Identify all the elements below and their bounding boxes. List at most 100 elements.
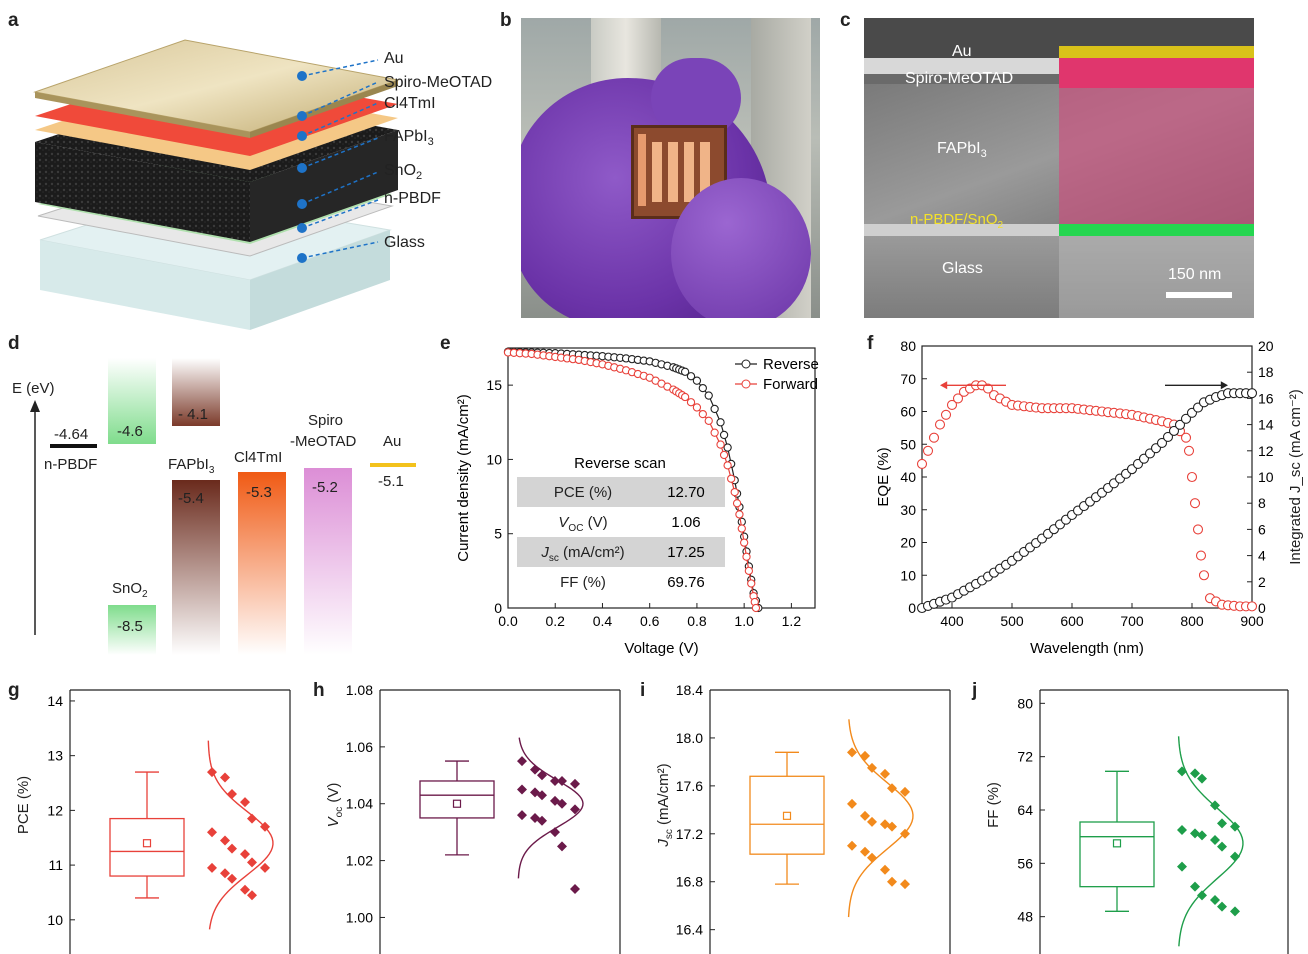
data-point <box>1230 851 1240 862</box>
panel-label-i: i <box>640 680 646 701</box>
data-point-forward <box>732 499 742 508</box>
data-point-reverse <box>737 517 746 526</box>
eqe-point <box>946 399 958 410</box>
data-point <box>1217 818 1227 829</box>
layer-label-au: Au <box>384 50 404 67</box>
y-axis-label: FF (%) <box>985 782 1002 828</box>
eqe-point <box>1189 498 1201 509</box>
scale-bar <box>1166 292 1232 298</box>
data-point <box>1190 881 1200 892</box>
data-point-forward <box>723 461 732 470</box>
data-point <box>207 827 217 838</box>
data-point <box>227 843 237 854</box>
y2-tick-label: 18 <box>1258 364 1274 380</box>
legend-label: Forward <box>763 376 818 393</box>
data-point <box>1217 901 1227 912</box>
y-tick-label: 80 <box>900 340 916 354</box>
data-point <box>1177 861 1187 872</box>
x-tick-label: 400 <box>940 613 964 629</box>
y-tick-label: 12 <box>47 802 63 818</box>
eqe-point <box>922 445 934 456</box>
y-tick-label: 16.8 <box>676 874 703 890</box>
y-tick-label: 56 <box>1017 855 1033 871</box>
data-point <box>860 846 870 857</box>
data-point <box>220 835 230 846</box>
x-tick-label: 800 <box>1180 613 1204 629</box>
data-point <box>867 762 877 773</box>
data-point-reverse <box>680 367 690 376</box>
y-axis-label: Voc (V) <box>325 783 345 828</box>
data-point <box>1197 830 1207 841</box>
y2-tick-label: 12 <box>1258 443 1274 459</box>
panel-label-b: b <box>500 10 512 31</box>
ff-box-chart: 48 56 64 72 80 FF (%) <box>985 689 1289 954</box>
y2-tick-label: 4 <box>1258 548 1266 564</box>
sno2-name: SnO2 <box>112 580 148 600</box>
voc-box-chart: 1.00 1.02 1.04 1.06 1.08 Voc (V) <box>325 682 621 954</box>
data-point-reverse <box>698 383 707 393</box>
y-tick-label: 18.0 <box>676 730 703 746</box>
data-point <box>247 890 257 901</box>
normal-fit-curve <box>207 740 274 930</box>
integrated-jsc-point <box>1180 413 1192 424</box>
x-axis-label: Voltage (V) <box>624 640 698 657</box>
box-mean <box>142 839 152 848</box>
npbdf-level: -4.64 <box>54 426 89 443</box>
data-point <box>570 884 580 895</box>
data-point <box>1230 906 1240 917</box>
y2-tick-label: 16 <box>1258 390 1274 406</box>
table-title: Reverse scan <box>574 455 666 472</box>
data-point <box>220 868 230 879</box>
data-point <box>880 768 890 779</box>
data-point <box>860 750 870 761</box>
y-tick-label: 11 <box>48 857 63 873</box>
layer-label-spiro: Spiro-MeOTAD <box>384 74 493 91</box>
box-iqr <box>749 775 825 855</box>
data-point <box>260 862 270 873</box>
data-point <box>240 797 250 808</box>
data-point-forward <box>730 487 739 497</box>
legend-marker <box>741 359 751 369</box>
y-tick-label: 13 <box>47 748 63 764</box>
y-tick-label: 1.00 <box>346 909 373 925</box>
data-point <box>227 873 237 884</box>
jv-curve-chart: 0.0 0.2 0.4 0.6 0.8 1.0 1.2 0 5 10 15 Voltage (V) Cu… <box>455 347 819 657</box>
data-point-forward <box>686 398 696 407</box>
eqe-point <box>982 383 994 394</box>
data-point <box>1217 841 1227 852</box>
data-point-forward <box>704 416 713 425</box>
sem-label-au: Au <box>952 43 972 60</box>
eqe-arrow-head <box>940 381 948 390</box>
data-point <box>240 849 250 860</box>
eqe-point <box>1195 550 1207 561</box>
npbdf-name: n-PBDF <box>44 456 98 473</box>
y-tick-label: 70 <box>900 371 916 387</box>
table-metric-label: PCE (%) <box>554 484 612 501</box>
integrated-jsc-point <box>1174 419 1186 430</box>
y-axis-label: PCE (%) <box>15 776 32 834</box>
table-metric-label: FF (%) <box>560 574 606 591</box>
cl4tmi-name: Cl4TmI <box>234 449 283 466</box>
x-tick-label: 900 <box>1240 613 1264 629</box>
data-point-forward <box>716 440 725 449</box>
y2-tick-label: 10 <box>1258 469 1274 485</box>
sem-label-spiro: Spiro-MeOTAD <box>905 70 1014 87</box>
normal-fit-curve <box>1177 736 1244 947</box>
data-point <box>1177 766 1187 777</box>
data-point-forward <box>727 474 736 483</box>
data-point <box>847 798 857 809</box>
data-point <box>1197 773 1207 784</box>
sno2-vb-level: -8.5 <box>117 618 143 635</box>
box-iqr <box>109 817 185 877</box>
data-point-reverse <box>704 391 713 400</box>
y-tick-label: 64 <box>1017 802 1033 818</box>
data-point <box>900 786 910 797</box>
au-level: -5.1 <box>378 473 404 490</box>
data-point-forward <box>747 579 756 588</box>
data-point-forward <box>744 566 754 576</box>
y2-axis-label: Integrated J_sc (mA cm⁻²) <box>1287 389 1304 564</box>
y-tick-label: 48 <box>1017 909 1033 925</box>
eqe-chart: 400 500 600 700 800 9000102030405060708002468… <box>875 340 1304 657</box>
data-point <box>1197 890 1207 901</box>
eqe-point <box>940 409 952 420</box>
